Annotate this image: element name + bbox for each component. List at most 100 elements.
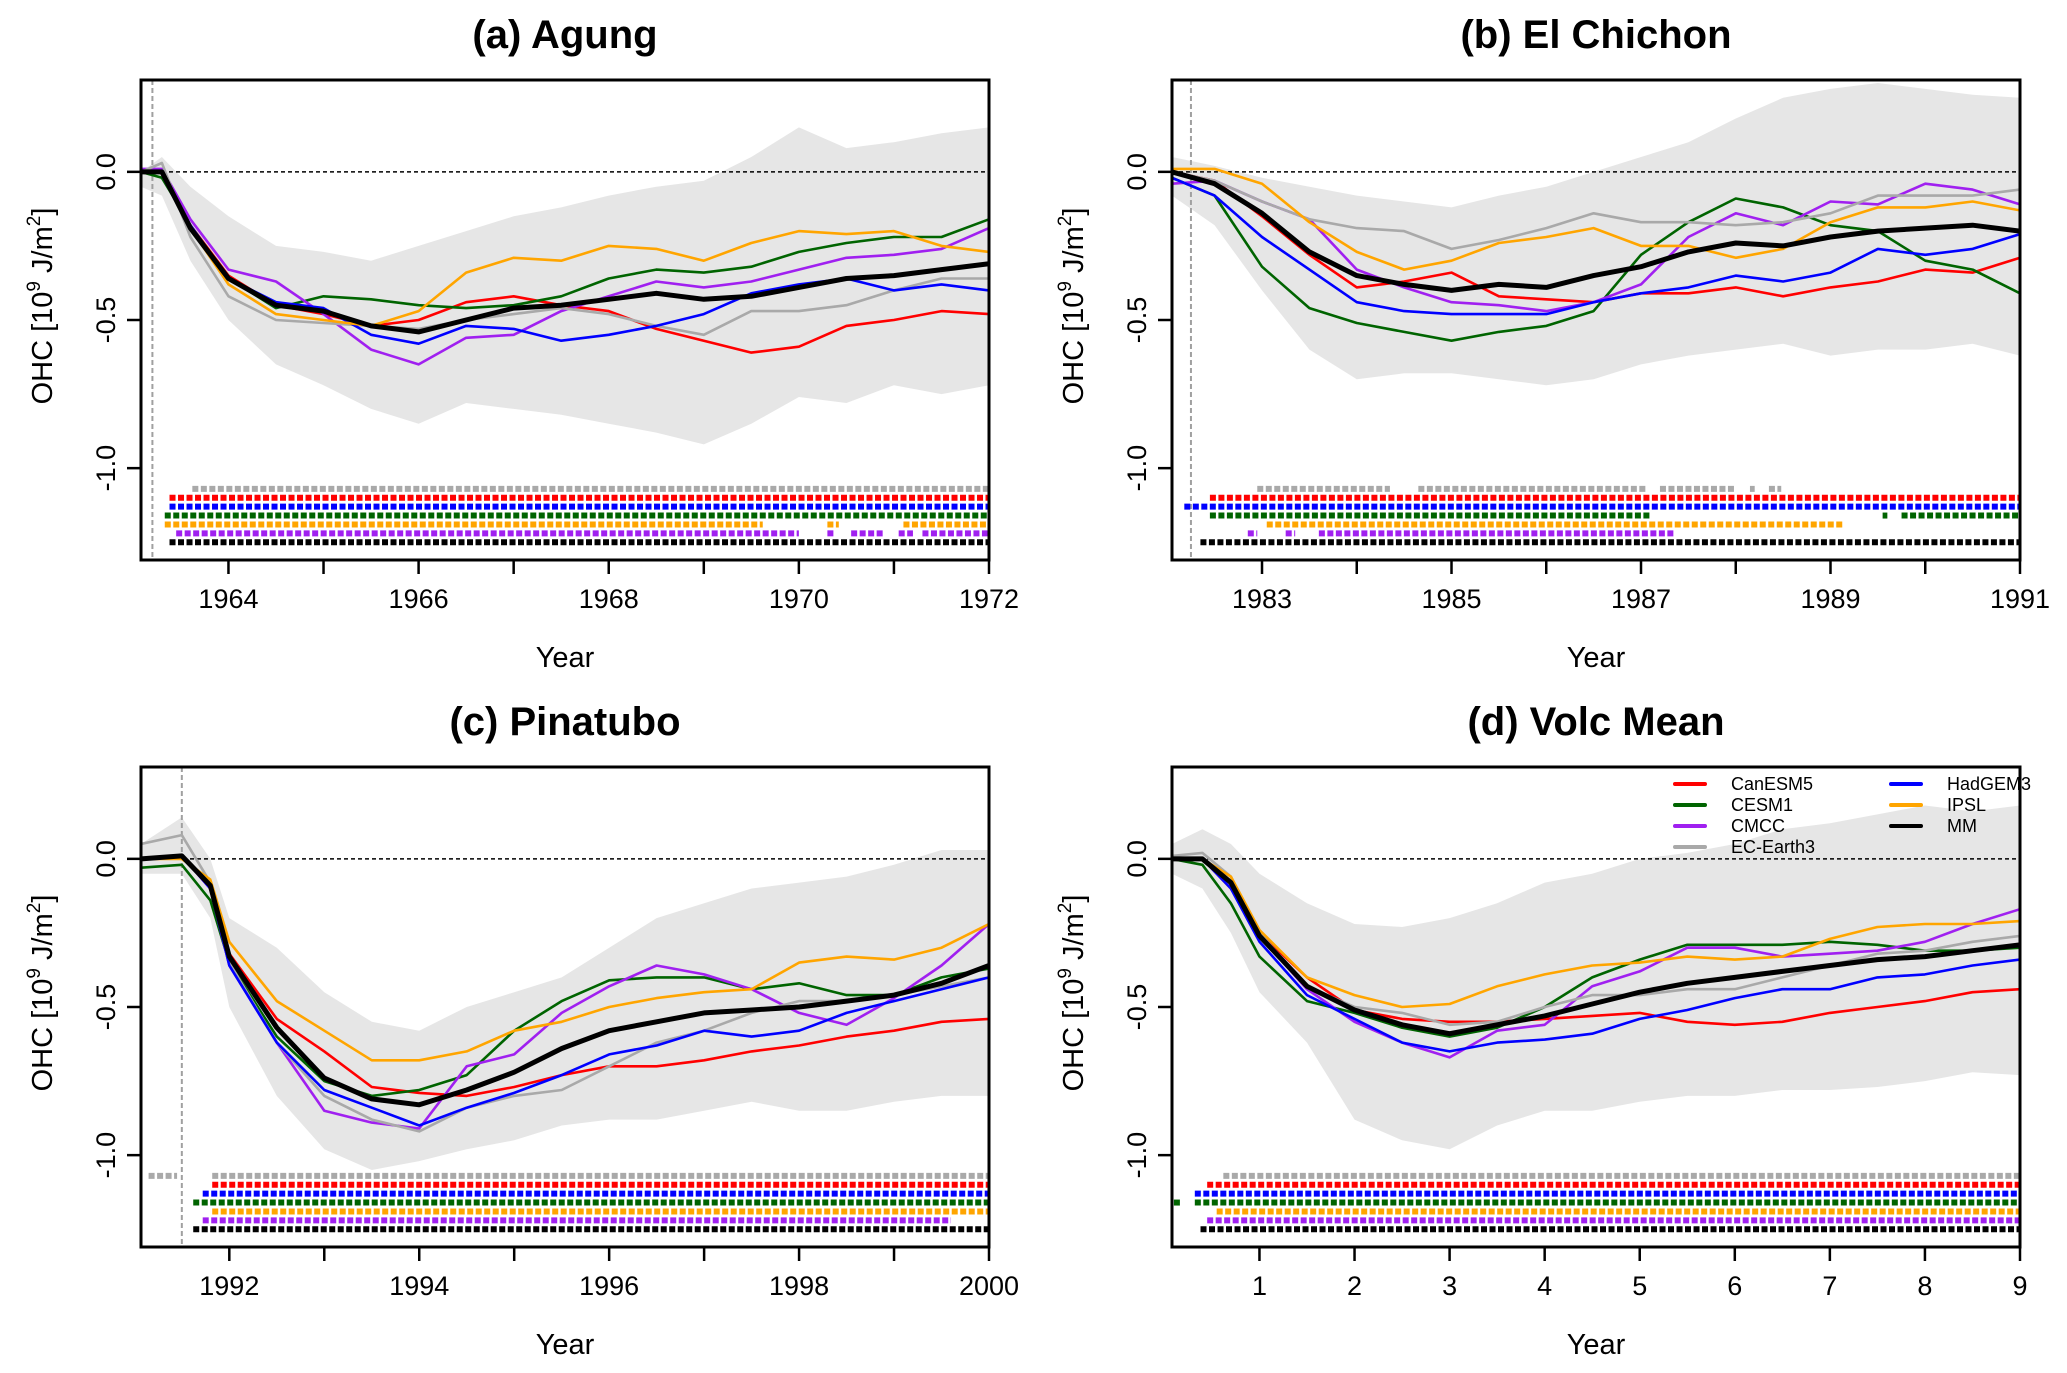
x-tick-label: 8: [1917, 1271, 1932, 1301]
x-tick-label: 4: [1537, 1271, 1552, 1301]
plot-area: [1172, 80, 2020, 560]
uncertainty-band: [141, 127, 989, 445]
x-axis-title: Year: [536, 1329, 595, 1361]
series-line-mm: [1172, 169, 2020, 293]
series-line-hadgem3: [1172, 176, 2020, 316]
superscript: 2: [24, 903, 45, 914]
x-tick-label: 1989: [1800, 584, 1860, 614]
x-axis-title: Year: [1567, 1329, 1626, 1361]
x-axis-title: Year: [1567, 642, 1626, 674]
superscript: 9: [1055, 968, 1076, 979]
y-axis-title-part: OHC [10: [27, 292, 59, 405]
y-axis-title-part: J/m: [27, 913, 59, 968]
y-axis-title: OHC [109 J/m2]: [24, 895, 59, 1092]
y-axis-title: OHC [109 J/m2]: [1055, 208, 1090, 405]
superscript: 9: [24, 968, 45, 979]
series-line-mm: [1172, 856, 2020, 1037]
uncertainty-band: [1172, 83, 2020, 386]
panel-title: (b) El Chichon: [1460, 13, 1731, 57]
plot-area: [141, 767, 989, 1247]
legend-item-ipsl: IPSL: [1889, 795, 1986, 815]
y-tick-label: -0.5: [91, 984, 121, 1031]
y-axis-title-part: OHC [10: [27, 979, 59, 1092]
x-axis: 1964 1966 1968 1970 1972 Year: [198, 560, 1019, 674]
legend-item-ec-earth3: EC-Earth3: [1673, 837, 1815, 857]
x-axis-title: Year: [536, 642, 595, 674]
y-axis-title-part: ]: [1058, 895, 1090, 903]
panel-title: (d) Volc Mean: [1467, 700, 1724, 744]
y-axis: 0.0 -0.5 -1.0 OHC [109 J/m2]: [24, 153, 141, 491]
x-tick-label: 5: [1632, 1271, 1647, 1301]
panel-volc-mean: (d) Volc Mean 1 2 3 4 5 6 7 8 9 Year 0.0 -0.5 -1.0 OH…: [1055, 700, 2031, 1361]
x-tick-label: 1991: [1990, 584, 2050, 614]
superscript: 9: [1055, 281, 1076, 292]
panel-pinatubo: (c) Pinatubo 1992 1994 1996 1998 2000 Year 0.0…: [24, 700, 1019, 1361]
superscript: 2: [24, 216, 45, 227]
x-axis: 1 2 3 4 5 6 7 8 9 Year: [1252, 1247, 2028, 1361]
y-tick-label: 0.0: [91, 840, 121, 878]
series-line-cmcc: [141, 167, 989, 366]
series-line-hadgem3: [1172, 857, 2020, 1053]
y-axis-title-part: ]: [27, 895, 59, 903]
x-tick-label: 1998: [769, 1271, 829, 1301]
superscript: 9: [24, 281, 45, 292]
x-tick-label: 1987: [1611, 584, 1671, 614]
x-tick-label: 1970: [769, 584, 829, 614]
series-line-cesm1: [1172, 857, 2020, 1038]
x-axis: 1992 1994 1996 1998 2000 Year: [199, 1247, 1019, 1361]
y-axis-title-part: OHC [10: [1058, 292, 1090, 405]
legend-label: CanESM5: [1731, 774, 1813, 794]
y-axis-title-part: ]: [1058, 208, 1090, 216]
superscript: 2: [1055, 216, 1076, 227]
y-axis: 0.0 -0.5 -1.0 OHC [109 J/m2]: [24, 840, 141, 1178]
legend-label: CMCC: [1731, 816, 1785, 836]
x-tick-label: 3: [1442, 1271, 1457, 1301]
y-axis-title: OHC [109 J/m2]: [24, 208, 59, 405]
series-line-mm: [141, 169, 989, 335]
panel-title: (a) Agung: [472, 13, 657, 57]
y-axis-title-part: ]: [27, 208, 59, 216]
panel-title: (c) Pinatubo: [449, 700, 680, 744]
legend-label: HadGEM3: [1947, 774, 2031, 794]
x-tick-label: 6: [1727, 1271, 1742, 1301]
y-tick-label: -1.0: [1122, 1132, 1152, 1179]
y-axis-title-part: OHC [10: [1058, 979, 1090, 1092]
series-line-ipsl: [141, 857, 989, 1062]
x-tick-label: 9: [2012, 1271, 2027, 1301]
y-tick-label: 0.0: [1122, 840, 1152, 878]
legend-item-hadgem3: HadGEM3: [1889, 774, 2031, 794]
x-tick-label: 1966: [389, 584, 449, 614]
x-tick-label: 2: [1347, 1271, 1362, 1301]
y-tick-label: -0.5: [1122, 984, 1152, 1031]
series-line-hadgem3: [141, 854, 989, 1127]
y-axis: 0.0 -0.5 -1.0 OHC [109 J/m2]: [1055, 840, 1172, 1178]
series-line-mm: [141, 853, 989, 1108]
y-axis-title-part: J/m: [27, 226, 59, 281]
x-tick-label: 1964: [198, 584, 258, 614]
y-tick-label: 0.0: [1122, 153, 1152, 191]
y-axis-title-part: J/m: [1058, 913, 1090, 968]
x-tick-label: 7: [1822, 1271, 1837, 1301]
x-tick-label: 2000: [959, 1271, 1019, 1301]
uncertainty-band: [141, 817, 989, 1170]
legend-label: IPSL: [1947, 795, 1986, 815]
panel-el-chichon: (b) El Chichon 1983 1985 1987 1989 1991 Year 0…: [1055, 13, 2050, 674]
x-tick-label: 1992: [199, 1271, 259, 1301]
y-tick-label: 0.0: [91, 153, 121, 191]
x-tick-label: 1985: [1421, 584, 1481, 614]
legend-label: CESM1: [1731, 795, 1793, 815]
y-axis: 0.0 -0.5 -1.0 OHC [109 J/m2]: [1055, 153, 1172, 491]
legend-item-cesm1: CESM1: [1673, 795, 1793, 815]
y-axis-title: OHC [109 J/m2]: [1055, 895, 1090, 1092]
series-line-ec-earth3: [1172, 170, 2020, 251]
y-tick-label: -1.0: [91, 445, 121, 492]
y-tick-label: -1.0: [91, 1132, 121, 1179]
series-line-ec-earth3: [141, 161, 989, 337]
x-tick-label: 1983: [1232, 584, 1292, 614]
y-tick-label: -0.5: [91, 297, 121, 344]
plot-area: [1172, 805, 2020, 1233]
legend-item-canesm5: CanESM5: [1673, 774, 1813, 794]
x-tick-label: 1968: [579, 584, 639, 614]
